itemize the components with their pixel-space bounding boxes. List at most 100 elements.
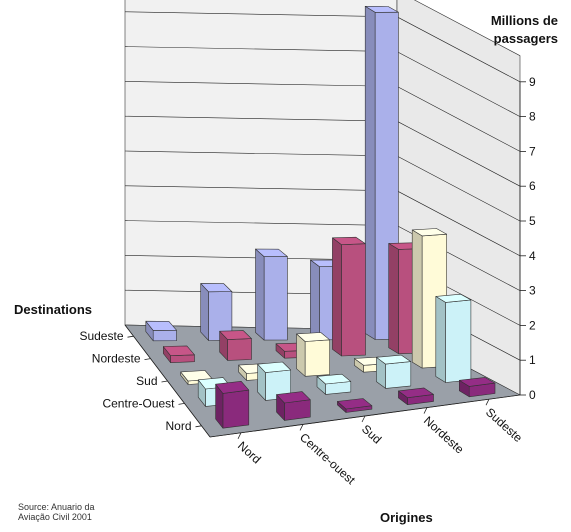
bar-centre-ouest-nordeste-front [385, 361, 412, 389]
y-axis-title-line2: passagers [494, 31, 558, 46]
gridline-side-7 [396, 86, 521, 152]
x-axis-title: Origines [380, 510, 433, 525]
bar-sud-sudeste-top [411, 228, 448, 237]
bar-centre-ouest-sudeste-front [445, 299, 472, 383]
bar-sud-sudeste-side [411, 229, 423, 369]
bar-centre-ouest-sud-top [316, 373, 352, 385]
bar-nordeste-nordeste-top [332, 236, 366, 245]
z-tick-2 [161, 380, 168, 383]
x-tick-2 [361, 415, 366, 423]
bar-nord-sud [337, 398, 373, 413]
bar-nordeste-nord-top [163, 345, 195, 357]
z-axis-title: Destinations [14, 302, 92, 317]
bar-sudeste-sud-side [255, 248, 265, 341]
gridline-side-5 [396, 155, 521, 222]
y-tick-label-1: 1 [529, 353, 536, 367]
bar-sudeste-nord-front [152, 329, 177, 342]
gridline-back-5 [124, 150, 398, 157]
y-tick-label-9: 9 [529, 75, 536, 89]
gridline-back-9 [124, 11, 398, 18]
bar-sud-sud [296, 332, 331, 377]
bar-sudeste-nord-top [145, 320, 177, 331]
x-tick-3 [423, 407, 428, 414]
z-tick-label-centre-ouest: Centre-Ouest [102, 396, 175, 410]
bar-sudeste-sudeste-side [364, 6, 376, 340]
bar-sudeste-sud-top [255, 248, 288, 257]
z-axis-line [124, 324, 211, 438]
bar-nord-nord [215, 380, 250, 429]
x-axis-line [209, 394, 521, 438]
bar-nordeste-centre-ouest-top [219, 330, 252, 340]
x-tick-4 [485, 399, 490, 406]
bar-nordeste-centre-ouest-front [227, 338, 252, 361]
gridline-back-6 [124, 115, 398, 122]
gridline-back-3 [124, 220, 398, 226]
bar-nord-nord-front [222, 389, 250, 429]
bar-nord-nordeste [398, 387, 434, 406]
bar-nordeste-centre-ouest [219, 330, 252, 361]
bar-nord-sudeste [458, 377, 496, 398]
y-tick-label-6: 6 [529, 179, 536, 193]
y-tick-label-5: 5 [529, 214, 536, 228]
bar-centre-ouest-centre-ouest-top [257, 361, 292, 373]
z-tick-4 [127, 335, 134, 338]
bar-nord-centre-ouest [276, 391, 311, 421]
bar-centre-ouest-sudeste-side [435, 296, 446, 383]
source-line-2: Aviação Civil 2001 [18, 512, 92, 522]
bar-nordeste-nordeste-front [341, 243, 366, 357]
y-tick-label-4: 4 [529, 249, 536, 263]
bar-nordeste-nordeste-side [332, 237, 342, 357]
x-tick-0 [237, 432, 242, 439]
gridline-back-4 [124, 185, 398, 192]
bar-sudeste-centre-ouest-top [200, 283, 233, 293]
bar-sud-sud-front [304, 339, 331, 377]
y-tick-label-0: 0 [529, 388, 536, 402]
bar-nordeste-nord [163, 345, 195, 364]
bar-nord-centre-ouest-top [276, 391, 311, 404]
y-tick-label-8: 8 [529, 110, 536, 124]
gridline-back-7 [124, 81, 398, 87]
bar-nordeste-sudeste-side [388, 243, 399, 355]
bar-sudeste-centre-ouest-side [200, 283, 209, 341]
bar-nord-sudeste-top [458, 377, 496, 387]
y-axis-title-line1: Millions de [491, 13, 558, 28]
z-tick-3 [144, 358, 151, 360]
z-tick-1 [178, 403, 185, 405]
bar-sudeste-sud-front [263, 256, 288, 341]
bar-sudeste-sud [255, 248, 288, 341]
gridline-back-8 [124, 46, 398, 52]
z-tick-0 [195, 425, 202, 428]
bar-centre-ouest-nordeste-top [376, 354, 412, 365]
gridline-side-4 [396, 190, 521, 257]
bar-centre-ouest-nordeste [376, 354, 412, 389]
z-tick-label-nordeste: Nordeste [92, 352, 141, 366]
x-tick-label-sudeste: Sudeste [483, 405, 525, 445]
y-tick-label-2: 2 [529, 318, 536, 332]
bar-centre-ouest-sudeste-top [435, 293, 472, 303]
y-tick-label-3: 3 [529, 284, 536, 298]
x-tick-label-nord: Nord [235, 439, 264, 467]
bar-centre-ouest-sudeste [435, 293, 472, 383]
gridline-side-8 [396, 51, 521, 117]
chart-bars [145, 6, 496, 429]
bar-sudeste-sudeste-top [364, 6, 399, 13]
z-tick-label-nord: Nord [165, 419, 191, 433]
z-tick-label-sud: Sud [136, 374, 157, 388]
z-tick-label-sudeste: Sudeste [79, 329, 123, 343]
x-tick-label-centre-ouest: Centre-ouest [297, 430, 358, 487]
x-tick-label-sud: Sud [359, 422, 384, 447]
bar-nord-nordeste-top [398, 387, 434, 399]
bar-centre-ouest-centre-ouest [257, 361, 292, 401]
bar-nordeste-nord-front [170, 354, 195, 364]
bar-centre-ouest-sud [316, 373, 352, 395]
gridline-side-9 [396, 16, 521, 83]
bar-sud-sud-top [296, 332, 331, 342]
y-tick-label-7: 7 [529, 144, 536, 158]
bar-nord-nord-top [215, 380, 250, 394]
bar-sudeste-nordeste-side [310, 259, 320, 341]
gridline-side-6 [396, 120, 521, 187]
source-line-1: Source: Anuario da [18, 502, 95, 512]
x-tick-label-nordeste: Nordeste [421, 413, 467, 456]
bar-nordeste-nordeste [332, 236, 366, 357]
